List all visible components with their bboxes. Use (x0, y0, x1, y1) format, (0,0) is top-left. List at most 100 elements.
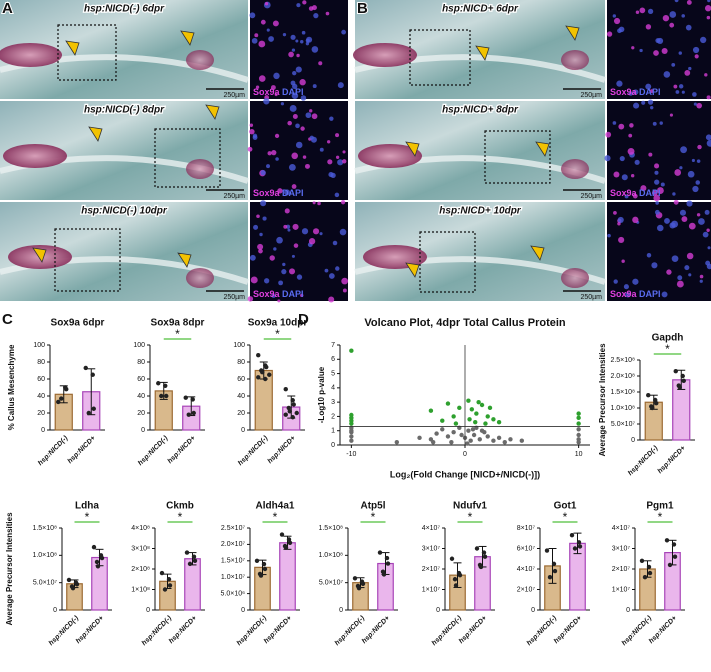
arrowhead (565, 25, 580, 41)
nucleus (684, 265, 690, 271)
data-point (191, 410, 196, 416)
data-point (478, 564, 484, 570)
stain-dapi: DAPI (282, 289, 304, 299)
nucleus (618, 236, 625, 244)
data-point (576, 415, 581, 421)
nucleus (299, 79, 306, 86)
nucleus (266, 164, 270, 169)
nucleus (342, 159, 347, 164)
data-point (677, 385, 682, 390)
data-point (576, 540, 582, 545)
nucleus (624, 194, 629, 199)
chart-title: Aldh4a1 (256, 501, 295, 512)
nucleus (247, 146, 253, 152)
data-point (394, 439, 400, 445)
data-point (471, 432, 477, 438)
data-point (190, 397, 195, 402)
nucleus (272, 20, 279, 27)
data-point (646, 564, 652, 570)
nucleus (268, 36, 274, 42)
data-point (547, 575, 553, 580)
arrowhead (88, 126, 103, 142)
nucleus (341, 277, 349, 285)
data-point (283, 387, 288, 392)
nucleus (653, 194, 661, 202)
data-point (186, 412, 191, 417)
data-point (647, 570, 653, 576)
data-point (476, 399, 481, 405)
data-point (287, 409, 292, 414)
nucleus (295, 123, 300, 129)
nucleus (678, 84, 684, 89)
nucleus (686, 252, 694, 260)
fluorescence-image (250, 101, 348, 200)
nucleus (301, 30, 306, 35)
nucleus (271, 150, 277, 156)
nucleus (290, 34, 296, 40)
cartilage (561, 159, 589, 179)
nucleus (618, 123, 625, 130)
nucleus (640, 185, 647, 192)
y-tick-label: 2.0×10⁷ (221, 541, 246, 548)
nucleus (679, 209, 687, 216)
nucleus (671, 62, 676, 67)
x-tick-label: hsp:NICD(-) (627, 444, 660, 477)
data-point (466, 428, 471, 433)
y-tick-label: 0 (626, 607, 630, 614)
nucleus (700, 36, 707, 44)
nucleus (327, 159, 333, 165)
nucleus (697, 144, 702, 150)
data-point (264, 364, 269, 370)
nucleus (616, 80, 623, 87)
x-tick-label: hsp:NICD(-) (237, 434, 270, 467)
cartilage (186, 50, 214, 70)
data-point (576, 421, 581, 426)
nucleus (260, 169, 266, 176)
nucleus (673, 84, 678, 89)
chart-title: Gapdh (652, 333, 684, 344)
bar (184, 558, 201, 611)
y-tick-label: 4×10⁸ (131, 525, 150, 532)
scale-bar-label: 250µm (223, 92, 245, 99)
nucleus (661, 48, 668, 55)
nucleus (292, 83, 298, 90)
nucleus (625, 292, 631, 298)
data-point (163, 383, 168, 388)
chart-title: Atp5l (361, 501, 386, 512)
y-tick-label: 0 (146, 607, 150, 614)
y-tick-label: 80 (237, 359, 245, 366)
nucleus (679, 166, 683, 170)
nucleus (328, 296, 335, 303)
data-point (459, 432, 464, 438)
y-tick-label: 4×10⁷ (422, 525, 441, 532)
stain-label: Sox9a DAPI (610, 87, 661, 97)
nucleus (282, 262, 286, 267)
nucleus (628, 91, 633, 96)
nucleus (627, 147, 635, 155)
nucleus (318, 61, 323, 66)
nucleus (673, 199, 679, 205)
nucleus (288, 51, 294, 58)
nucleus (669, 11, 677, 18)
cartilage (358, 144, 422, 168)
data-point (466, 398, 471, 403)
nucleus (654, 179, 660, 185)
data-point (469, 407, 475, 412)
nucleus (678, 51, 682, 55)
nucleus (288, 268, 296, 275)
y-tick-label: 3×10⁸ (131, 545, 150, 552)
nucleus (325, 11, 330, 16)
nucleus (270, 85, 276, 90)
data-point (159, 393, 164, 399)
y-tick-label: 2×10⁷ (612, 566, 631, 573)
nucleus (266, 28, 270, 32)
x-tick-label: hsp:NICD+ (657, 445, 687, 475)
y-tick-label: 2×10⁸ (131, 566, 150, 573)
y-tick-label: 2.5×10⁷ (221, 525, 246, 532)
nucleus (659, 121, 663, 125)
data-point (470, 427, 476, 432)
data-point (544, 548, 550, 553)
nucleus (604, 155, 611, 162)
data-point (667, 562, 673, 568)
nucleus (326, 140, 331, 144)
